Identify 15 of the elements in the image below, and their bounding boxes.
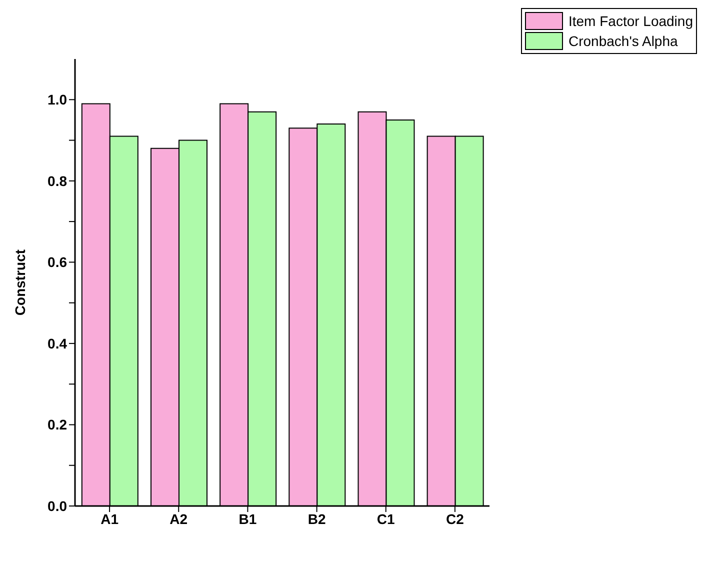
y-tick-label: 1.0 bbox=[48, 92, 68, 108]
x-tick-label: B1 bbox=[238, 510, 257, 527]
y-tick-label: 0.6 bbox=[48, 254, 68, 270]
y-tick-label: 0.2 bbox=[48, 416, 68, 433]
y-tick-label: 0.8 bbox=[48, 172, 68, 189]
y-tick-label: 0.0 bbox=[48, 498, 68, 514]
y-axis-title: Construct bbox=[12, 249, 28, 316]
x-tick-label: C1 bbox=[376, 510, 396, 527]
x-tick-label: A1 bbox=[100, 510, 119, 527]
legend-label: Item Factor Loading bbox=[568, 13, 693, 29]
x-tick-label: A2 bbox=[170, 510, 188, 527]
y-tick-label: 0.4 bbox=[48, 335, 68, 352]
x-tick-label: B2 bbox=[308, 510, 326, 527]
legend-label: Cronbach's Alpha bbox=[568, 33, 678, 49]
x-tick-label: C2 bbox=[446, 510, 464, 527]
